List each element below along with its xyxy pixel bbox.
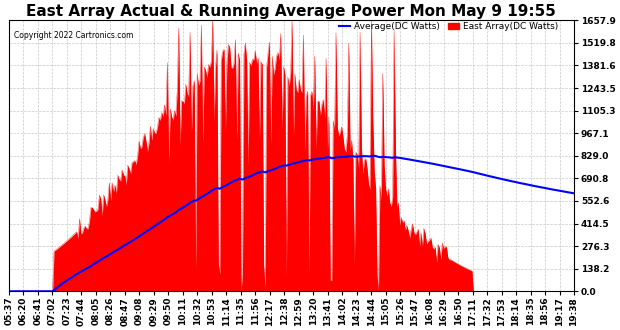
Legend: Average(DC Watts), East Array(DC Watts): Average(DC Watts), East Array(DC Watts) — [339, 22, 558, 31]
Title: East Array Actual & Running Average Power Mon May 9 19:55: East Array Actual & Running Average Powe… — [27, 4, 556, 19]
Text: Copyright 2022 Cartronics.com: Copyright 2022 Cartronics.com — [14, 31, 134, 40]
